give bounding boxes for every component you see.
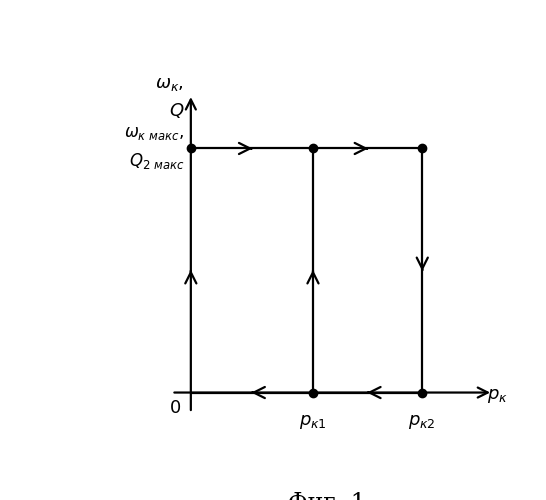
Text: $\omega_{\kappa},$: $\omega_{\kappa},$: [156, 74, 185, 92]
Text: $\omega_{\kappa\ \mathit{макс}},$: $\omega_{\kappa\ \mathit{макс}},$: [124, 124, 185, 142]
Text: $p_{\kappa 2}$: $p_{\kappa 2}$: [408, 413, 436, 431]
Text: $Q$: $Q$: [169, 100, 185, 119]
Text: $0$: $0$: [169, 400, 181, 417]
Text: $p_{\kappa 1}$: $p_{\kappa 1}$: [299, 413, 327, 431]
Text: Фиг. 1: Фиг. 1: [288, 492, 366, 500]
Text: $p_{\kappa}$: $p_{\kappa}$: [488, 387, 508, 405]
Text: $Q_{2\ \mathit{макс}}$: $Q_{2\ \mathit{макс}}$: [129, 150, 185, 171]
